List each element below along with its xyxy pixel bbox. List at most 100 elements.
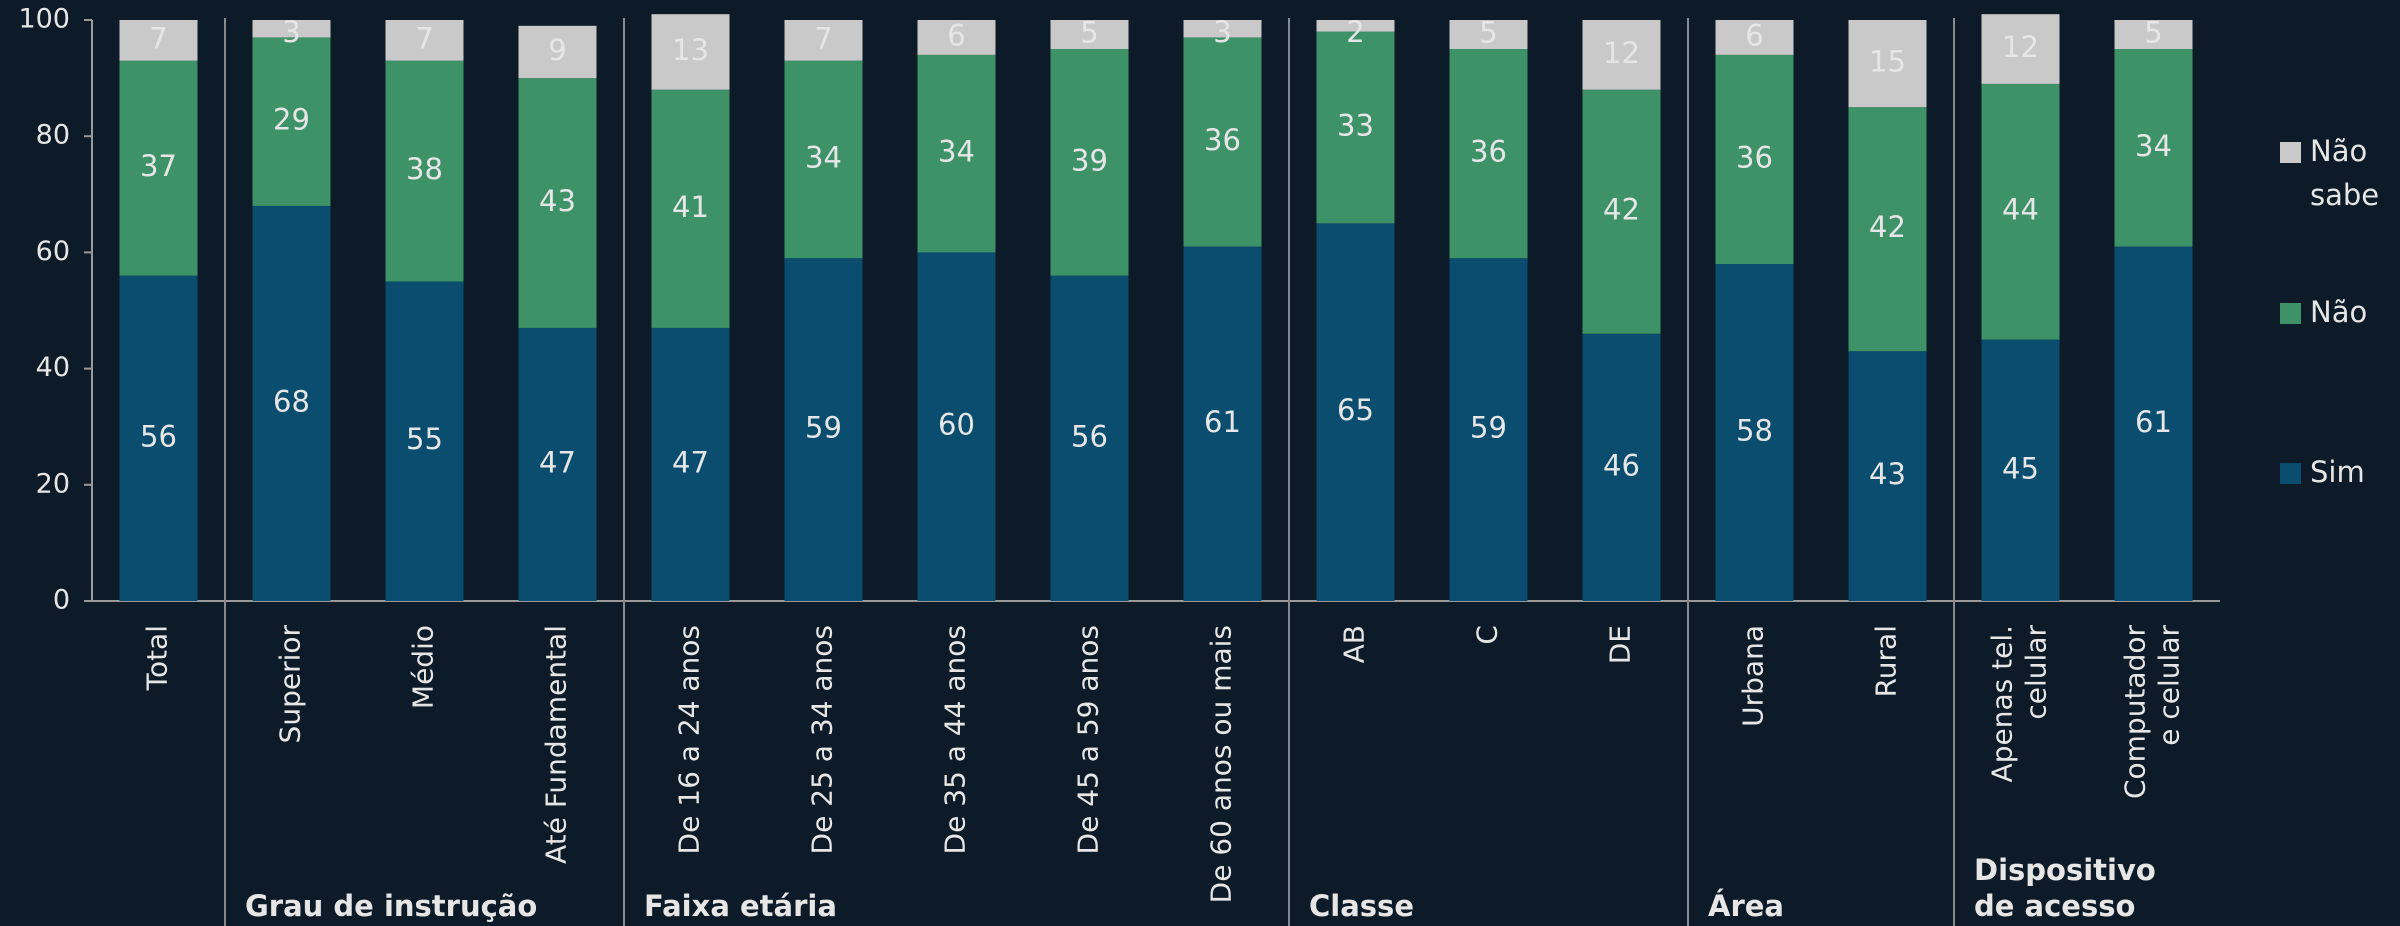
value-label: 61 [2135,405,2172,439]
value-label: 55 [406,422,443,456]
x-tick-label-group: C [1471,625,1504,645]
value-label: 45 [2002,451,2039,485]
bar-segment [252,205,331,602]
legend-swatch [2280,463,2301,484]
bar-segment [1582,20,1661,90]
bar-segment [1050,275,1129,601]
bar-segment [1449,49,1528,259]
bar-segment [2114,20,2193,50]
value-label: 61 [1204,405,1241,439]
x-tick-label-group: Total [141,625,174,691]
bar-segment [1316,31,1395,224]
x-tick-label-group: De 45 a 59 anos [1072,625,1105,854]
x-tick-label: Urbana [1737,625,1770,727]
value-label: 6 [1745,18,1763,52]
bar-segment [1316,20,1395,32]
bar-segment [651,327,730,601]
value-label: 12 [1603,36,1640,70]
value-label: 5 [2144,16,2162,50]
bar-segment [1316,223,1395,601]
value-label: 42 [1869,210,1906,244]
bar-segment [917,252,996,601]
x-tick-label-group: Urbana [1737,625,1770,727]
value-label: 34 [2135,129,2172,163]
value-label: 38 [406,152,443,186]
group-label-line: Grau de instrução [245,889,537,923]
value-label: 43 [539,184,576,218]
group-label-line: Faixa etária [644,889,837,923]
value-label: 59 [805,411,842,445]
bar-segment [784,60,863,259]
bar-segment [1715,54,1794,265]
group-label: Dispositivo de acesso [1974,853,2156,923]
bar-segment [119,60,198,276]
bar-segment [385,60,464,282]
value-label: 58 [1736,414,1773,448]
bar-segment [1981,14,2060,84]
x-tick-label-group: AB [1338,625,1371,663]
value-label: 44 [2002,193,2039,227]
group-label: Classe [1309,889,1414,923]
bar-segment [1050,49,1129,276]
bar-segment [917,54,996,253]
value-label: 12 [2002,30,2039,64]
group-label: Área [1708,889,1784,923]
legend-label: Não sabe [2310,134,2379,212]
value-label: 7 [814,21,832,55]
x-tick-label-group: Médio [407,625,440,709]
value-label: 13 [672,33,709,67]
group-label-line: Área [1708,889,1784,923]
legend-label-line: Não [2310,134,2367,168]
value-label: 5 [1479,16,1497,50]
y-tick-label: 60 [36,236,70,267]
x-tick-label-group: Até Fundamental [540,625,573,864]
bar-segment [1848,351,1927,601]
value-label: 3 [282,15,300,49]
value-label: 36 [1736,140,1773,174]
bar-segment [1981,339,2060,601]
bar-segment [1582,333,1661,601]
bar-segment [784,258,863,601]
bar-segment [1449,258,1528,601]
bar-segment [1050,20,1129,50]
x-tick-label: De 45 a 59 anos [1072,625,1105,854]
bar-segment [252,37,331,206]
x-tick-label: C [1471,625,1504,645]
y-tick-label: 0 [53,585,70,616]
x-tick-label-line: Computador [2119,625,2152,800]
value-label: 68 [273,384,310,418]
value-label: 37 [140,149,177,183]
value-label: 33 [1337,108,1374,142]
bar-segment [784,20,863,61]
bar-segment [518,25,597,79]
group-label-line: Classe [1309,889,1414,923]
value-label: 65 [1337,393,1374,427]
value-label: 15 [1869,45,1906,79]
value-label: 9 [548,33,566,67]
x-tick-label-group: De 35 a 44 anos [939,625,972,854]
value-label: 56 [1071,419,1108,453]
group-label-line: Dispositivo [1974,853,2156,887]
value-label: 6 [947,18,965,52]
y-tick-label: 20 [36,468,70,499]
bar-segment [651,89,730,328]
value-label: 34 [805,140,842,174]
bar-segment [119,275,198,601]
value-label: 41 [672,190,709,224]
value-label: 60 [938,408,975,442]
x-tick-label: De 60 anos ou mais [1205,625,1238,903]
bar-segment [651,14,730,90]
group-label: Grau de instrução [245,889,537,923]
x-tick-label-group: De 60 anos ou mais [1205,625,1238,903]
x-tick-label: Apenas tel.celular [1986,625,2053,783]
value-label: 47 [672,445,709,479]
x-tick-label: Total [141,625,174,691]
bar-segment [252,20,331,38]
x-tick-label-group: Computadore celular [2119,625,2186,800]
legend-label: Não [2310,295,2367,329]
legend-label-line: sabe [2310,178,2379,212]
bar-segment [1715,264,1794,601]
bar-segment [518,327,597,601]
bar-segment [917,20,996,55]
value-label: 7 [149,21,167,55]
